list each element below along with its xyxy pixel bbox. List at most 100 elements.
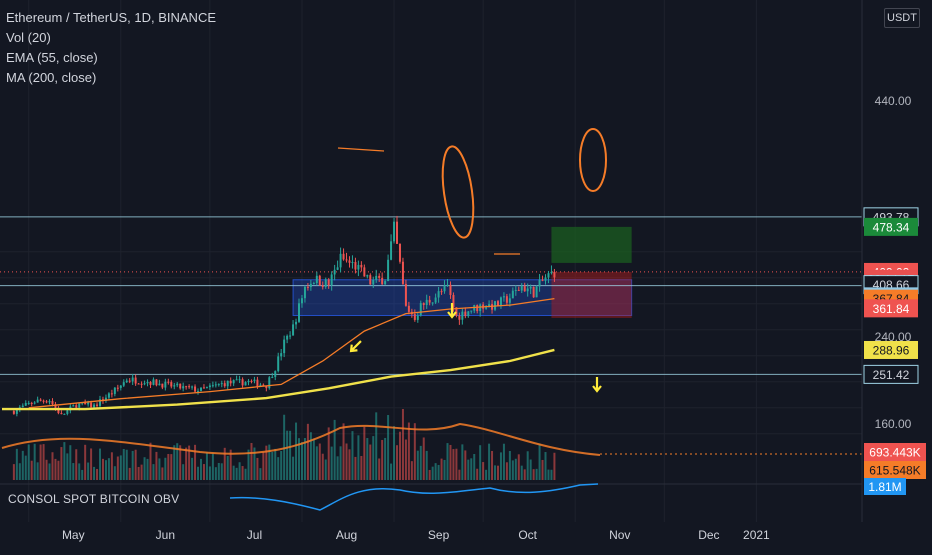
candle-body bbox=[336, 267, 339, 270]
volume-bar bbox=[440, 458, 443, 480]
volume-bar bbox=[286, 430, 289, 480]
candle-body bbox=[330, 274, 333, 286]
candle-body bbox=[532, 286, 535, 298]
volume-bar bbox=[119, 455, 122, 480]
annotation-line bbox=[337, 147, 385, 152]
volume-bar bbox=[164, 457, 167, 480]
candle-body bbox=[60, 413, 63, 415]
legend-ma[interactable]: MA (200, close) bbox=[6, 70, 97, 85]
candle-body bbox=[93, 404, 96, 408]
candle-body bbox=[523, 286, 526, 292]
candle-body bbox=[87, 402, 90, 405]
candle-body bbox=[384, 281, 387, 285]
annotations-group bbox=[337, 128, 607, 393]
volume-bar bbox=[170, 454, 173, 480]
x-axis-label: Sep bbox=[428, 528, 450, 542]
x-axis-label: Aug bbox=[336, 528, 357, 542]
volume-bar bbox=[508, 451, 511, 480]
volume-bar bbox=[393, 426, 396, 480]
volume-bar bbox=[520, 465, 523, 480]
volume-bar bbox=[274, 448, 277, 480]
candle-body bbox=[45, 401, 48, 403]
candle-body bbox=[485, 307, 488, 309]
volume-bar bbox=[182, 464, 185, 480]
candle-body bbox=[449, 284, 452, 295]
volume-bar bbox=[63, 442, 66, 480]
volume-bar bbox=[104, 460, 107, 480]
candle-body bbox=[300, 298, 303, 304]
volume-bar bbox=[78, 463, 81, 480]
volume-bar bbox=[315, 446, 318, 480]
obv-tag: 1.81M bbox=[864, 478, 906, 495]
candle-body bbox=[505, 296, 508, 303]
currency-selector[interactable]: USDT bbox=[884, 8, 920, 28]
volume-bar bbox=[496, 465, 499, 480]
volume-bar bbox=[300, 442, 303, 480]
candle-body bbox=[235, 379, 238, 381]
candle-body bbox=[167, 381, 170, 383]
volume-bar bbox=[140, 464, 143, 480]
volume-bar bbox=[345, 443, 348, 480]
legend-ema[interactable]: EMA (55, close) bbox=[6, 50, 98, 65]
volume-bar bbox=[511, 460, 514, 480]
volume-bar bbox=[422, 437, 425, 480]
candle-body bbox=[393, 221, 396, 242]
candle-body bbox=[529, 286, 532, 289]
candle-body bbox=[443, 285, 446, 292]
volume-bar bbox=[378, 458, 381, 480]
price-tag-label: 478.34 bbox=[873, 220, 910, 234]
volume-bar bbox=[134, 449, 137, 480]
volume-bar bbox=[271, 452, 274, 480]
legend-symbol[interactable]: Ethereum / TetherUS, 1D, BINANCE bbox=[6, 10, 217, 25]
volume-bar bbox=[538, 443, 541, 480]
candle-body bbox=[33, 402, 36, 404]
candle-body bbox=[113, 387, 116, 394]
volume-bar bbox=[81, 469, 84, 480]
candle-body bbox=[434, 297, 437, 303]
x-axis-label: Dec bbox=[698, 528, 719, 542]
obv-indicator-label[interactable]: CONSOL SPOT BITCOIN OBV bbox=[8, 492, 180, 506]
price-tag-ma: 288.96 bbox=[864, 340, 918, 359]
volume-bar bbox=[208, 466, 211, 480]
volume-ma-line bbox=[1, 422, 601, 456]
volume-bar bbox=[250, 442, 253, 480]
volume-bar bbox=[188, 445, 191, 480]
candle-body bbox=[99, 399, 102, 406]
volume-tag-vol-down: 693.443K bbox=[864, 443, 926, 461]
price-tag-line: 251.42 bbox=[863, 364, 919, 384]
volume-bar bbox=[502, 443, 505, 480]
volume-bar bbox=[470, 458, 473, 480]
candle-body bbox=[470, 310, 473, 312]
legend-volume[interactable]: Vol (20) bbox=[6, 30, 51, 45]
volume-bar bbox=[357, 435, 360, 480]
candle-body bbox=[398, 243, 401, 262]
price-tag-label: 361.84 bbox=[873, 302, 910, 316]
volume-bar bbox=[205, 452, 208, 480]
volume-bar bbox=[116, 456, 119, 480]
volume-tag-vol-ma: 615.548K bbox=[864, 461, 926, 479]
volume-bar bbox=[372, 436, 375, 480]
candle-body bbox=[220, 383, 223, 385]
candle-body bbox=[107, 393, 110, 398]
volume-bar bbox=[387, 415, 390, 480]
candle-body bbox=[27, 402, 30, 404]
price-tag-box bbox=[864, 217, 918, 236]
candle-body bbox=[247, 380, 250, 383]
volume-bar bbox=[491, 450, 494, 480]
x-axis-label: Oct bbox=[518, 528, 537, 542]
candle-body bbox=[21, 405, 24, 408]
annotation-arrow-2 bbox=[592, 377, 602, 393]
candle-body bbox=[185, 386, 188, 388]
candle-body bbox=[194, 386, 197, 392]
volume-bar bbox=[514, 458, 517, 480]
volume-bar bbox=[18, 463, 21, 480]
candle-body bbox=[404, 283, 407, 306]
volume-bar bbox=[149, 442, 152, 480]
candle-body bbox=[315, 275, 318, 284]
candle-body bbox=[550, 271, 553, 274]
candle-body bbox=[217, 384, 220, 386]
volume-bar bbox=[449, 444, 452, 480]
volume-bar bbox=[247, 449, 250, 480]
